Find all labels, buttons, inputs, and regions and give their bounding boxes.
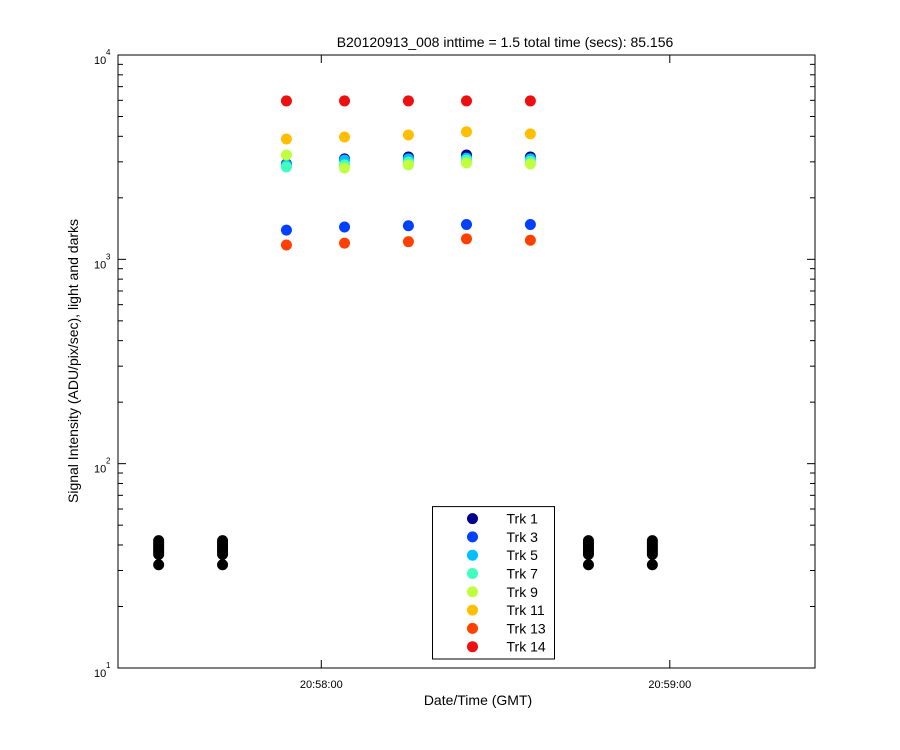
point	[339, 131, 351, 143]
point	[524, 158, 536, 170]
point	[461, 95, 472, 107]
point	[339, 95, 351, 107]
legend-label: Trk 13	[507, 620, 546, 636]
point	[402, 220, 414, 232]
point	[280, 95, 292, 107]
x-tick-label: 20:59:00	[648, 679, 691, 691]
point	[280, 133, 292, 145]
point	[339, 221, 351, 233]
dark-point	[646, 535, 658, 547]
x-tick-label: 20:58:00	[300, 679, 343, 691]
y-tick-label: 10	[94, 259, 106, 271]
point	[461, 157, 472, 169]
point	[280, 224, 292, 236]
point	[402, 95, 414, 107]
legend-marker	[467, 586, 478, 598]
dark-point	[153, 535, 165, 547]
y-tick-exponent: 3	[106, 252, 111, 261]
x-axis-label: Date/Time (GMT)	[424, 692, 532, 708]
y-tick-label: 10	[94, 55, 106, 67]
point	[461, 126, 472, 138]
point	[280, 161, 292, 173]
point	[280, 149, 292, 161]
point	[402, 129, 414, 141]
dark-point	[153, 559, 165, 571]
chart-title: B20120913_008 inttime = 1.5 total time (…	[337, 34, 674, 50]
legend-marker	[467, 549, 478, 561]
legend-marker	[467, 604, 478, 616]
legend-box	[432, 506, 555, 660]
dark-point	[217, 559, 229, 571]
dark-point	[582, 535, 594, 547]
point	[524, 219, 536, 231]
point	[280, 239, 292, 251]
legend-label: Trk 5	[507, 547, 539, 563]
point	[524, 95, 536, 107]
point	[402, 159, 414, 171]
y-tick-label: 10	[94, 668, 106, 680]
point	[461, 233, 472, 245]
y-axis-label: Signal Intensity (ADU/pix/sec), light an…	[65, 219, 81, 503]
point	[524, 128, 536, 140]
y-tick-exponent: 4	[106, 48, 111, 57]
dark-point	[646, 559, 658, 571]
legend-label: Trk 3	[507, 529, 539, 545]
legend: Trk 1 Trk 3 Trk 5 Trk 7 Trk 9 Trk 11 Trk 13 Trk…	[432, 506, 555, 660]
legend-marker	[467, 531, 478, 543]
dark-point	[582, 559, 594, 571]
legend-marker	[467, 622, 478, 634]
y-tick-exponent: 2	[106, 457, 111, 466]
point	[339, 162, 351, 174]
point	[461, 219, 472, 231]
legend-marker	[467, 568, 478, 579]
point	[402, 236, 414, 248]
legend-label: Trk 7	[507, 566, 539, 582]
point	[524, 234, 536, 246]
y-tick-label: 10	[94, 464, 106, 476]
legend-label: Trk 11	[507, 602, 545, 618]
dark-point	[217, 535, 229, 547]
legend-marker	[467, 641, 478, 653]
legend-marker	[467, 513, 478, 525]
legend-label: Trk 14	[507, 639, 546, 655]
legend-label: Trk 9	[507, 584, 539, 600]
legend-label: Trk 1	[507, 511, 539, 527]
point	[339, 237, 351, 249]
y-tick-exponent: 1	[106, 661, 111, 670]
